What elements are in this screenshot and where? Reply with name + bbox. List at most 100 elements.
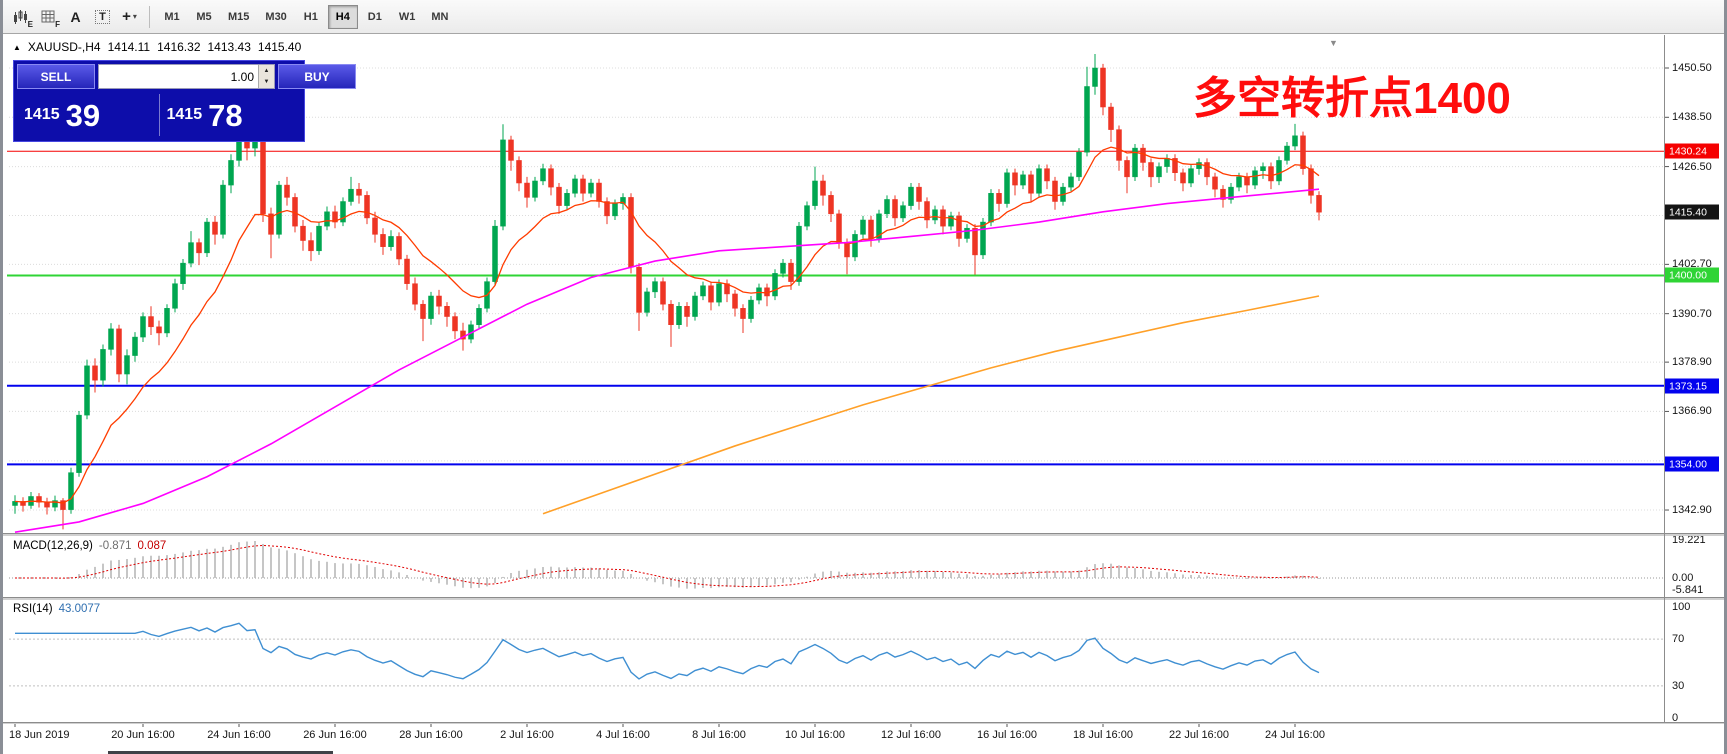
- timeframe-button-w1[interactable]: W1: [392, 5, 423, 29]
- candle: [892, 199, 898, 219]
- candle: [140, 316, 146, 338]
- candle: [164, 308, 170, 334]
- candle: [356, 188, 362, 196]
- time-label: 10 Jul 16:00: [785, 729, 845, 741]
- rsi-line: [15, 622, 1320, 680]
- trade-panel-controls: SELL ▲ ▼ BUY: [17, 64, 356, 89]
- candle: [156, 326, 162, 334]
- buy-button[interactable]: BUY: [278, 64, 356, 89]
- buy-price-pips: 78: [208, 97, 243, 133]
- chart-canvas[interactable]: [3, 0, 1727, 754]
- candle: [476, 308, 482, 325]
- candle: [916, 186, 922, 202]
- candle: [1244, 176, 1250, 186]
- lot-decrease-icon[interactable]: ▼: [259, 76, 274, 88]
- candle: [540, 168, 546, 182]
- price-badge-1354.00: 1354.00: [1665, 456, 1719, 472]
- candle: [452, 316, 458, 332]
- axis-border-line: [1664, 35, 1665, 723]
- panel-separator[interactable]: [3, 533, 1724, 536]
- candle: [300, 225, 306, 241]
- candle: [1108, 106, 1114, 130]
- lot-size-input[interactable]: [99, 65, 258, 88]
- candle: [588, 182, 594, 194]
- candle: [228, 160, 234, 186]
- candle: [1260, 166, 1266, 171]
- time-label: 18 Jul 16:00: [1073, 729, 1133, 741]
- lot-size-stepper: ▲ ▼: [258, 65, 274, 88]
- time-label: 24 Jul 16:00: [1265, 729, 1325, 741]
- ma-fast: [14, 146, 1320, 504]
- candle: [1004, 172, 1010, 204]
- subwindow-arrow-icon[interactable]: ▲: [13, 42, 21, 52]
- price-tick-label: 1450.50: [1672, 62, 1712, 74]
- candle: [772, 273, 778, 297]
- timeframe-button-h1[interactable]: H1: [296, 5, 326, 29]
- candle: [1164, 158, 1170, 167]
- candle: [1316, 195, 1322, 213]
- candle: [340, 201, 346, 223]
- buy-price-display[interactable]: 1415 78: [160, 92, 302, 138]
- timeframe-button-d1[interactable]: D1: [360, 5, 390, 29]
- text-label-icon[interactable]: T: [89, 4, 116, 30]
- timeframe-button-h4[interactable]: H4: [327, 4, 358, 29]
- candle: [1292, 135, 1298, 147]
- candle: [988, 193, 994, 223]
- candle: [92, 365, 98, 381]
- trade-panel-prices: 1415 39 1415 78: [17, 92, 301, 138]
- candle: [212, 221, 218, 235]
- timeframe-button-m15[interactable]: M15: [221, 5, 256, 29]
- sell-price-display[interactable]: 1415 39: [17, 92, 159, 138]
- symbol-title: XAUUSD-,H4: [27, 40, 101, 54]
- candle: [860, 219, 866, 235]
- obscured-window-edge: [108, 751, 333, 754]
- candle: [436, 295, 442, 307]
- time-label: 8 Jul 16:00: [692, 729, 746, 741]
- toolbar-icon-group: E F A T + ▾: [8, 4, 143, 30]
- lot-size-field: ▲ ▼: [98, 64, 275, 89]
- price-badge-1400.00: 1400.00: [1665, 267, 1719, 283]
- time-label: 22 Jul 16:00: [1169, 729, 1229, 741]
- price-tick-label: 1438.50: [1672, 111, 1712, 124]
- candle: [748, 299, 754, 319]
- sell-button[interactable]: SELL: [17, 64, 95, 89]
- candle: [308, 240, 314, 252]
- candle: [132, 336, 138, 356]
- candle: [1172, 158, 1178, 174]
- lot-increase-icon[interactable]: ▲: [259, 65, 274, 77]
- candle: [524, 182, 530, 198]
- timeframe-button-m1[interactable]: M1: [157, 5, 187, 29]
- candle: [276, 184, 282, 235]
- candle: [924, 201, 930, 221]
- candle: [100, 349, 106, 381]
- candle: [420, 303, 426, 319]
- macd-signal-line: [14, 544, 1320, 588]
- timeframe-button-mn[interactable]: MN: [424, 5, 455, 29]
- crosshair-icon[interactable]: + ▾: [116, 4, 143, 30]
- chart-text-annotation: 多空转折点1400: [1193, 74, 1511, 123]
- rsi-axis-label: 0: [1672, 712, 1679, 724]
- letter-a-icon[interactable]: A: [62, 4, 89, 30]
- ohlc-close: 1415.40: [257, 40, 302, 54]
- candle: [1052, 180, 1058, 202]
- rsi-axis-label: 100: [1672, 601, 1691, 613]
- candle: [1028, 174, 1034, 194]
- timeframe-button-m30[interactable]: M30: [258, 5, 293, 29]
- indicator-list-icon[interactable]: F: [35, 4, 62, 30]
- ma-mid: [14, 188, 1320, 533]
- chart-window-icon[interactable]: E: [8, 4, 35, 30]
- macd-axis-label: 0.00: [1672, 572, 1694, 584]
- chart-shift-marker-icon[interactable]: ▼: [1329, 38, 1338, 48]
- candle: [1116, 129, 1122, 161]
- candle: [692, 295, 698, 317]
- timeframe-button-m5[interactable]: M5: [189, 5, 219, 29]
- candle: [172, 283, 178, 309]
- ohlc-low: 1413.43: [207, 40, 251, 54]
- candle: [644, 291, 650, 313]
- macd-signal-value: 0.087: [137, 540, 167, 552]
- panel-separator[interactable]: [3, 597, 1724, 600]
- candle: [836, 213, 842, 243]
- candle: [148, 316, 154, 328]
- candle: [1276, 160, 1282, 182]
